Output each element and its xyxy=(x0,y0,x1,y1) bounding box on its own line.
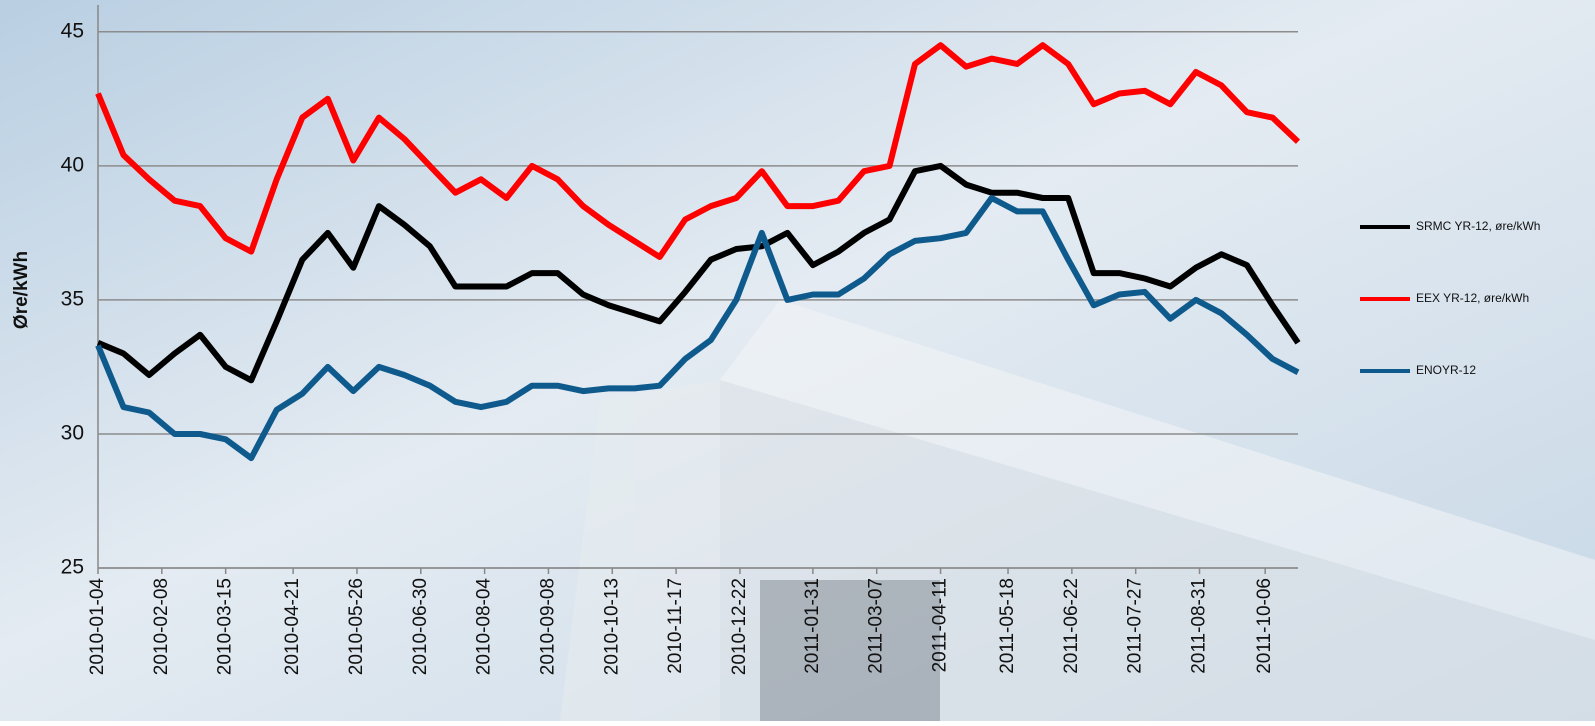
x-tick-label: 2010-06-30 xyxy=(410,578,431,675)
y-tick-label: 30 xyxy=(61,421,84,444)
x-tick-label: 2011-08-31 xyxy=(1189,578,1210,674)
y-tick-label: 40 xyxy=(61,153,84,176)
x-tick-label: 2010-11-17 xyxy=(665,578,686,674)
x-tick-label: 2010-05-26 xyxy=(346,578,367,675)
x-tick-label: 2011-10-06 xyxy=(1254,578,1275,674)
x-tick-label: 2011-03-07 xyxy=(866,578,887,674)
x-tick-label: 2010-04-21 xyxy=(282,578,303,675)
y-tick-label: 35 xyxy=(61,287,84,310)
x-tick-label: 2010-01-04 xyxy=(87,578,108,676)
legend-label: SRMC YR-12, øre/kWh xyxy=(1416,219,1540,233)
x-tick-label: 2011-01-31 xyxy=(802,578,823,674)
x-tick-label: 2011-06-22 xyxy=(1061,578,1082,674)
legend-label: ENOYR-12 xyxy=(1416,363,1476,377)
y-tick-label: 45 xyxy=(61,19,84,42)
x-tick-label: 2010-12-22 xyxy=(729,578,750,675)
x-tick-label: 2010-08-04 xyxy=(474,578,495,676)
chart: Øre/kWh 25 30 35 40 45 2010-01-04 2010-02-08 20… xyxy=(0,0,1595,721)
y-tick-label: 25 xyxy=(61,556,84,579)
x-tick-label: 2010-02-08 xyxy=(151,578,172,675)
x-tick-label: 2010-10-13 xyxy=(601,578,622,675)
x-tick-label: 2011-04-11 xyxy=(930,578,951,672)
x-tick-label: 2011-05-18 xyxy=(997,578,1018,674)
x-tick-label: 2011-07-27 xyxy=(1125,578,1146,674)
y-axis-label: Øre/kWh xyxy=(11,251,32,329)
x-tick-label: 2010-03-15 xyxy=(215,578,236,675)
legend-label: EEX YR-12, øre/kWh xyxy=(1416,291,1529,305)
x-tick-label: 2010-09-08 xyxy=(537,578,558,675)
